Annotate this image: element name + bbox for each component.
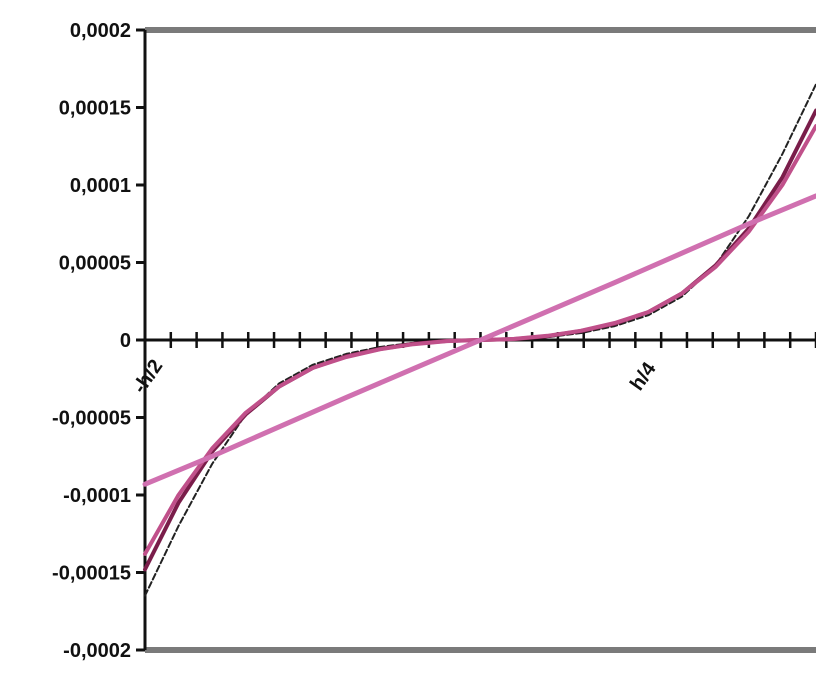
x-tick-label: h/4 [626,358,661,395]
y-tick-label: -0,0001 [63,485,131,507]
x-tick-marks [143,332,816,348]
y-tick-label: -0,00005 [52,408,131,430]
x-tick-label: -h/2 [129,356,167,398]
y-tick-labels: 0,0002 0,00015 0,0001 0,00005 0 -0,00005 -0,00… [52,20,131,662]
y-tick-label: 0,00005 [59,253,131,275]
series-layer [142,83,816,597]
y-tick-label: -0,00015 [52,563,131,585]
y-tick-label: 0 [120,330,131,352]
y-tick-label: -0,0002 [63,640,131,662]
y-tick-label: 0,0002 [70,20,131,42]
y-tick-marks [136,28,145,652]
y-tick-label: 0,00015 [59,98,131,120]
y-tick-label: 0,0001 [70,175,131,197]
series-line-4 [142,193,816,487]
